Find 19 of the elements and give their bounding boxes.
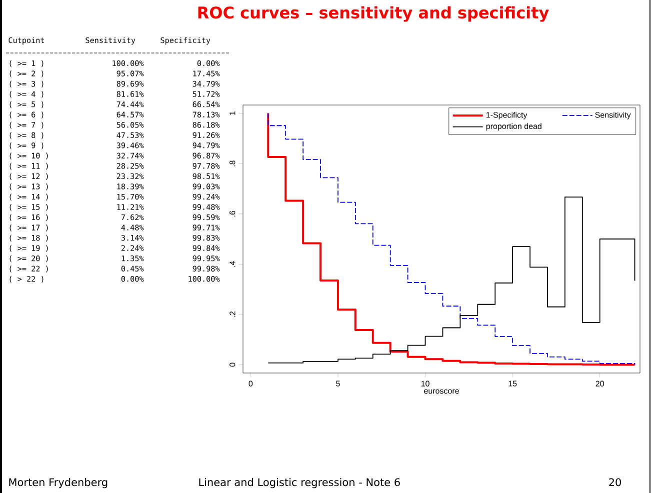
legend-label: 1-Specificty bbox=[486, 112, 528, 120]
chart-title: ROC curves – sensitivity and specificity bbox=[198, 6, 549, 22]
legend-label: Sensitivity bbox=[595, 112, 631, 120]
x-tick-label: 5 bbox=[336, 380, 340, 386]
y-tick-label: .4 bbox=[230, 261, 236, 267]
x-tick-label: 20 bbox=[596, 380, 604, 386]
y-tick-label: 0 bbox=[230, 362, 236, 367]
text: Morten Frydenberg bbox=[9, 478, 108, 488]
x-tick-label: 10 bbox=[421, 380, 430, 386]
y-tick-label: 1 bbox=[230, 111, 236, 115]
y-tick-label: .2 bbox=[230, 311, 236, 318]
text: 20 bbox=[609, 478, 621, 486]
x-axis-title: euroscore bbox=[424, 389, 459, 394]
x-tick-label: 15 bbox=[508, 380, 517, 386]
text: Linear and Logistic regression - Note 6 bbox=[199, 478, 400, 488]
legend-label: proportion dead bbox=[486, 123, 542, 131]
x-tick-label: 0 bbox=[248, 380, 253, 386]
y-tick-label: .6 bbox=[230, 210, 236, 216]
y-tick-label: .8 bbox=[230, 160, 236, 166]
